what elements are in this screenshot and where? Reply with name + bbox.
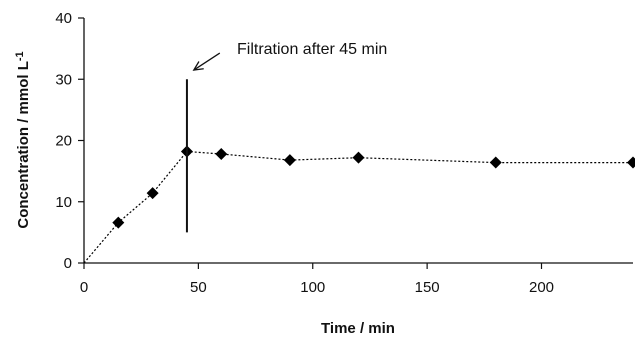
tick-labels: 0 10 20 30 40 0 50 100 150 200 <box>55 10 554 296</box>
annotation-arrowhead <box>192 61 204 71</box>
data-point <box>283 154 296 167</box>
y-axis-title: Concentration / mmol L-1 <box>14 51 32 228</box>
y-tick-label: 0 <box>64 255 72 272</box>
data-point <box>352 151 365 164</box>
y-axis-title-main: Concentration / mmol L <box>15 61 32 229</box>
x-tick-label: 0 <box>80 279 88 296</box>
y-tick-label: 20 <box>55 133 72 150</box>
series-line <box>83 150 633 264</box>
x-tick-label: 50 <box>190 279 207 296</box>
annotation-arrow <box>193 52 221 71</box>
data-point <box>627 156 635 169</box>
annotation-group <box>185 52 221 233</box>
data-point <box>489 156 502 169</box>
annotation-text: Filtration after 45 min <box>237 41 387 58</box>
y-tick-label: 10 <box>55 194 72 211</box>
y-tick-label: 30 <box>55 71 72 88</box>
x-tick-label: 200 <box>529 279 554 296</box>
y-tick-label: 40 <box>55 10 72 27</box>
data-point <box>112 216 125 229</box>
y-axis-title-superscript: -1 <box>14 51 26 61</box>
x-axis-title: Time / min <box>321 320 395 337</box>
x-tick-label: 150 <box>415 279 440 296</box>
ticks <box>78 17 543 269</box>
x-tick-label: 100 <box>300 279 325 296</box>
data-point <box>146 187 159 200</box>
data-point <box>215 147 228 160</box>
series-group <box>83 145 635 264</box>
